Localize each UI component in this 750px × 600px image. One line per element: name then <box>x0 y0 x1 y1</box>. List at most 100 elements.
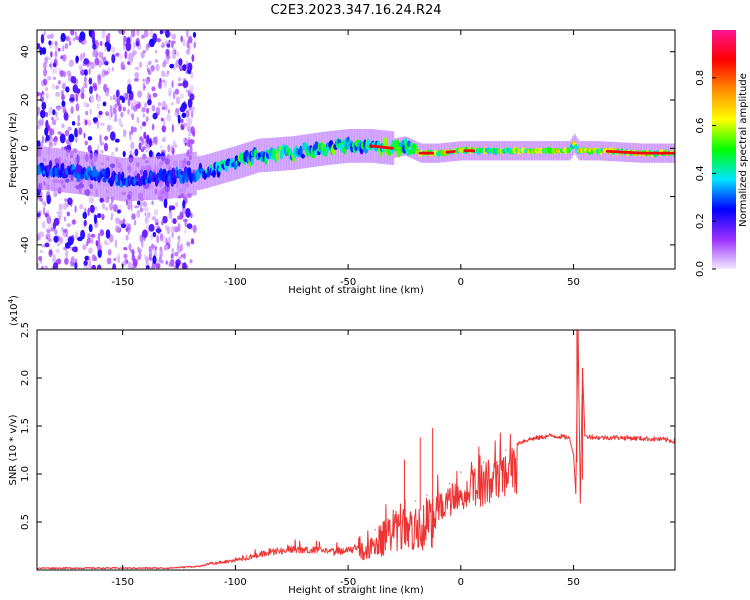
spectrogram-noise-dot <box>148 150 153 158</box>
spectrogram-noise-dot <box>161 42 165 48</box>
spectrogram-noise-dot <box>114 239 118 249</box>
spectrogram-noise-dot <box>188 118 193 126</box>
spectrogram-noise-dot <box>54 229 58 236</box>
spectrogram-noise-dot <box>185 241 191 246</box>
spectrogram-noise-dot <box>43 68 48 77</box>
spectrogram-noise-dot <box>72 219 75 225</box>
spectrogram-noise-dot <box>81 53 85 59</box>
spectrogram-noise-dot <box>151 216 157 221</box>
spectrogram-noise-dot <box>93 214 98 224</box>
snr-data-point <box>584 435 586 437</box>
spectrogram-noise-dot <box>175 107 180 114</box>
spectrogram-noise-dot <box>117 30 123 34</box>
spectrogram-noise-dot <box>82 244 87 251</box>
spectrogram-noise-dot <box>52 109 56 116</box>
spectrogram-noise-dot <box>179 211 184 220</box>
spectrogram-noise-dot <box>190 238 194 245</box>
spectrogram-noise-dot <box>166 114 172 122</box>
spectrogram-frame <box>36 29 676 270</box>
spectrogram-noise-dot <box>159 248 164 258</box>
spectrogram-noise-dot <box>182 80 189 88</box>
spectrogram-noise-dot <box>62 232 66 238</box>
spectrogram-noise-dot <box>83 82 88 89</box>
spectrogram-noise-dot <box>138 142 142 151</box>
spectrogram-noise-dot <box>112 94 116 101</box>
spectrogram-noise-dot <box>61 203 66 210</box>
spectrogram-noise-dot <box>59 133 66 144</box>
spectrogram-noise-dot <box>170 101 175 106</box>
spectrogram-noise-dot <box>52 62 57 68</box>
colorbar-tick-label: 0.6 <box>695 118 706 134</box>
spectrogram-noise-dot <box>131 213 136 220</box>
spectrogram-noise-dot <box>132 50 135 57</box>
spectrogram-noise-dot <box>90 233 96 238</box>
spectrogram-noise-dot <box>43 78 48 86</box>
spectrogram-noise-dot <box>79 66 83 71</box>
spectrogram-noise-dot <box>39 250 44 253</box>
snr-data-point <box>516 442 518 444</box>
spectrogram-noise-dot <box>185 30 189 38</box>
spectrogram-x-tick-label: -50 <box>340 277 356 288</box>
snr-data-point <box>426 494 428 496</box>
spectrogram-noise-dot <box>87 207 90 216</box>
spectrogram-noise-dot <box>170 253 174 259</box>
spectrogram-noise-dot <box>112 107 117 115</box>
spectrogram-noise-dot <box>64 198 68 202</box>
snr-data-point <box>482 461 484 464</box>
spectrogram-ridge-blob <box>408 149 413 155</box>
spectrogram-ridge-blob <box>171 167 176 177</box>
snr-y-tick-label: 2.5 <box>20 322 31 338</box>
spectrogram-noise-dot <box>129 249 135 254</box>
spectrogram-noise-dot <box>187 123 190 127</box>
spectrogram-noise-dot <box>147 99 152 106</box>
spectrogram-noise-dot <box>165 260 168 265</box>
spectrogram-noise-dot <box>90 94 95 104</box>
snr-data-point <box>403 497 406 499</box>
snr-data-point <box>392 509 394 512</box>
spectrogram-noise-dot <box>83 260 88 266</box>
spectrogram-noise-dot <box>161 125 166 133</box>
spectrogram-noise-dot <box>180 93 184 99</box>
spectrogram-noise-dot <box>79 31 86 41</box>
spectrogram-noise-dot <box>139 234 143 243</box>
spectrogram-noise-dot <box>68 40 72 46</box>
spectrogram-noise-dot <box>52 83 55 90</box>
snr-data-point <box>212 561 214 563</box>
spectrogram-noise-dot <box>98 110 103 116</box>
spectrogram-y-tick-label: -20 <box>20 188 31 204</box>
spectrogram-noise-dot <box>122 129 127 138</box>
spectrogram-noise-dot <box>144 253 147 260</box>
spectrogram-noise-dot <box>42 94 45 98</box>
spectrogram-noise-dot <box>128 243 132 251</box>
spectrogram-noise-dot <box>149 30 154 37</box>
snr-x-tick-label: -100 <box>224 577 247 588</box>
spectrogram-noise-dot <box>124 257 127 267</box>
spectrogram-noise-dot <box>84 140 88 146</box>
spectrogram-noise-dot <box>144 216 148 223</box>
spectrogram-noise-dot <box>37 212 41 217</box>
spectrogram-noise-dot <box>52 69 55 75</box>
spectrogram-noise-dot <box>152 255 157 264</box>
spectrogram-y-tick-label: 0 <box>20 145 31 151</box>
snr-x-tick-label: 50 <box>567 577 580 588</box>
spectrogram-ridge-blob <box>412 143 417 150</box>
spectrogram-noise-dot <box>57 80 61 85</box>
spectrogram-noise-dot <box>103 70 109 76</box>
spectrogram-noise-dot <box>159 30 163 35</box>
spectrogram-noise-dot <box>169 63 175 69</box>
spectrogram-noise-dot <box>92 49 97 58</box>
spectrogram-noise-dot <box>134 205 139 209</box>
spectrogram-noise-dot <box>140 125 143 130</box>
spectrogram-noise-dot <box>61 83 65 89</box>
spectrogram-noise-dot <box>168 205 172 212</box>
snr-y-tick-label: 0.5 <box>20 514 31 530</box>
spectrogram-halo <box>409 138 412 158</box>
snr-data-point <box>336 548 338 550</box>
spectrogram-noise-dot <box>95 240 99 247</box>
spectrogram-noise-dot <box>168 109 170 114</box>
spectrogram-noise-dot <box>92 43 97 50</box>
spectrogram-noise-dot <box>107 32 111 38</box>
spectrogram-noise-dot <box>89 108 92 115</box>
spectrogram-noise-dot <box>163 118 166 127</box>
spectrogram-noise-dot <box>52 262 59 269</box>
